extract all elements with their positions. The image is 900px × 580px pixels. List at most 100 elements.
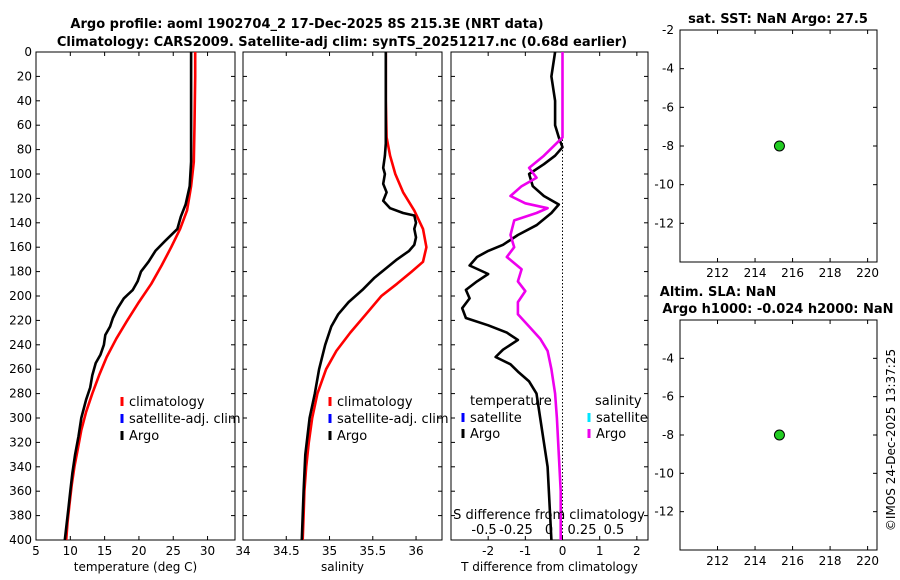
sla-map-ytick-label: -12 — [654, 505, 674, 519]
sla-map-title-line1: Altim. SLA: NaN — [660, 285, 776, 300]
difference-panel-xtick-label: 1 — [596, 544, 604, 558]
sst-map: 212 214 216 218 220 -2 -4 -6 -8 -10 -12 — [654, 23, 879, 280]
salinity-panel-legend-label: satellite-adj. clim — [337, 412, 449, 427]
difference-panel-frame — [450, 51, 649, 541]
temperature-panel-ytick-label: 40 — [17, 94, 32, 108]
difference-panel-xtick-label: 0 — [559, 544, 567, 558]
temperature-panel-legend-label: satellite-adj. clim — [129, 412, 241, 427]
difference-panel-xlabel: T difference from climatology — [460, 560, 638, 574]
temperature-panel-xtick-label: 20 — [131, 544, 146, 558]
salinity-panel-xtick-label: 35.5 — [359, 544, 386, 558]
sst-map-title: sat. SST: NaN Argo: 27.5 — [688, 12, 868, 27]
temperature-panel-ytick-label: 100 — [9, 167, 32, 181]
temperature-panel-ytick-label: 320 — [9, 435, 32, 449]
temperature-panel-ytick-label: 400 — [9, 533, 32, 547]
salinity-panel-xtick-label: 35 — [322, 544, 337, 558]
salinity-panel-xtick-label: 34 — [235, 544, 250, 558]
panels: 5 10 15 20 25 3002040608010012014016018020022… — [9, 23, 879, 574]
temperature-panel-ytick-label: 220 — [9, 313, 32, 327]
sst-map-ytick-label: -12 — [654, 216, 674, 230]
temperature-panel-ytick-label: 360 — [9, 484, 32, 498]
sla-map-ytick-label: -8 — [662, 428, 674, 442]
copyright-stamp: ©IMOS 24-Dec-2025 13:37:25 — [884, 349, 898, 531]
diff-legend-s-title: salinity — [595, 394, 642, 409]
temperature-panel-ytick-label: 60 — [17, 118, 32, 132]
temperature-panel-ytick-label: 80 — [17, 143, 32, 157]
sla-map-ytick-label: -10 — [654, 466, 674, 480]
sla-map-xtick-label: 216 — [781, 554, 804, 568]
diff-legend-t-label: satellite — [470, 411, 522, 426]
difference-panel-series-s-difference — [505, 52, 564, 540]
sla-map-xtick-label: 220 — [856, 554, 879, 568]
sla-map-argo-marker — [773, 429, 785, 441]
temperature-panel-ytick-label: 380 — [9, 509, 32, 523]
salinity-panel-series-climatology — [301, 52, 428, 541]
diff-top-axis-label: S difference from climatology — [453, 508, 645, 523]
sst-map-argo-marker — [773, 140, 785, 152]
temperature-panel: 5 10 15 20 25 3002040608010012014016018020022… — [9, 45, 241, 574]
diff-legend-t-label: Argo — [470, 427, 500, 442]
temperature-panel-ytick-label: 200 — [9, 289, 32, 303]
temperature-panel-ytick-label: 120 — [9, 191, 32, 205]
temperature-panel-ytick-label: 260 — [9, 362, 32, 376]
sla-map-ytick-label: -4 — [662, 351, 674, 365]
diff-top-axis-tick: 0 — [545, 523, 553, 538]
temperature-panel-ytick-label: 240 — [9, 338, 32, 352]
difference-panel-series-t-difference — [460, 51, 564, 541]
salinity-panel-xlabel: salinity — [321, 560, 364, 574]
temperature-panel-ytick-label: 140 — [9, 216, 32, 230]
diff-top-axis-tick: -0.5 — [471, 523, 496, 538]
temperature-panel-ytick-label: 0 — [24, 45, 32, 59]
sst-map-ytick-label: -10 — [654, 178, 674, 192]
diff-legend-s-label: Argo — [596, 427, 626, 442]
temperature-panel-xtick-label: 5 — [32, 544, 40, 558]
difference-panel-xtick-label: -2 — [482, 544, 494, 558]
difference-panel: -2 -1 0 1 2 T difference from climatology temp… — [450, 51, 649, 574]
salinity-panel-frame — [242, 51, 443, 541]
difference-panel-xtick-label: -1 — [519, 544, 531, 558]
salinity-panel: 34 34.5 35 35.5 36 salinity climatology satelli… — [235, 51, 449, 574]
sst-map-ytick-label: -4 — [662, 62, 674, 76]
figure-title-line2: Climatology: CARS2009. Satellite-adj cli… — [57, 35, 627, 50]
temperature-panel-ytick-label: 180 — [9, 265, 32, 279]
sst-map-xtick-label: 220 — [856, 266, 879, 280]
sst-map-ytick-label: -2 — [662, 23, 674, 37]
diff-top-axis-tick: 0.5 — [604, 523, 625, 538]
sst-map-xtick-label: 216 — [781, 266, 804, 280]
sst-map-ytick-label: -8 — [662, 139, 674, 153]
sla-map-ytick-label: -6 — [662, 390, 674, 404]
temperature-panel-ytick-label: 280 — [9, 387, 32, 401]
temperature-panel-legend-label: Argo — [129, 429, 159, 444]
sla-map-xtick-label: 212 — [706, 554, 729, 568]
salinity-panel-legend-label: Argo — [337, 429, 367, 444]
salinity-panel-legend-label: climatology — [337, 395, 413, 410]
temperature-panel-xtick-label: 30 — [200, 544, 215, 558]
sst-map-ytick-label: -6 — [662, 100, 674, 114]
sst-map-xtick-label: 218 — [819, 266, 842, 280]
temperature-panel-legend-label: climatology — [129, 395, 205, 410]
temperature-panel-ytick-label: 300 — [9, 411, 32, 425]
temperature-panel-xtick-label: 10 — [63, 544, 78, 558]
difference-panel-xtick-label: 2 — [633, 544, 641, 558]
diff-legend-t-title: temperature — [470, 394, 552, 409]
temperature-panel-ytick-label: 340 — [9, 460, 32, 474]
sla-map: 212 214 216 218 220 -4 -6 -8 -10 -12 — [654, 319, 879, 568]
diff-top-axis-tick: 0.25 — [568, 523, 597, 538]
salinity-panel-xtick-label: 36 — [408, 544, 423, 558]
sst-map-xtick-label: 212 — [706, 266, 729, 280]
temperature-panel-xtick-label: 15 — [97, 544, 112, 558]
temperature-panel-frame — [35, 51, 236, 541]
temperature-panel-xlabel: temperature (deg C) — [74, 560, 197, 574]
temperature-panel-xtick-label: 25 — [166, 544, 181, 558]
temperature-panel-ytick-label: 20 — [17, 69, 32, 83]
salinity-panel-series-argo — [300, 52, 418, 541]
sla-map-title-line2: Argo h1000: -0.024 h2000: NaN — [662, 302, 893, 317]
sla-map-xtick-label: 214 — [744, 554, 767, 568]
diff-top-axis-tick: -0.25 — [499, 523, 533, 538]
sla-map-xtick-label: 218 — [819, 554, 842, 568]
figure-title-line1: Argo profile: aoml 1902704_2 17-Dec-2025… — [70, 17, 543, 32]
temperature-panel-ytick-label: 160 — [9, 240, 32, 254]
temperature-panel-series-argo — [63, 52, 193, 541]
salinity-panel-xtick-label: 34.5 — [273, 544, 300, 558]
